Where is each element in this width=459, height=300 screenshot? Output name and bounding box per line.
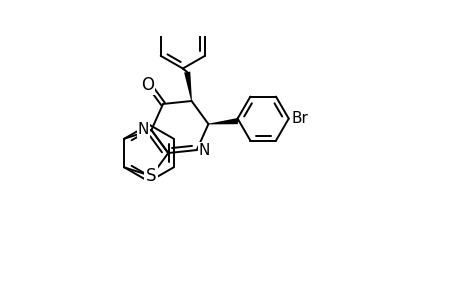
- Text: N: N: [198, 142, 209, 158]
- Text: N: N: [137, 122, 149, 137]
- Polygon shape: [208, 118, 237, 124]
- Polygon shape: [184, 72, 191, 101]
- Text: Br: Br: [291, 111, 308, 126]
- Text: S: S: [146, 167, 157, 185]
- Text: O: O: [141, 76, 154, 94]
